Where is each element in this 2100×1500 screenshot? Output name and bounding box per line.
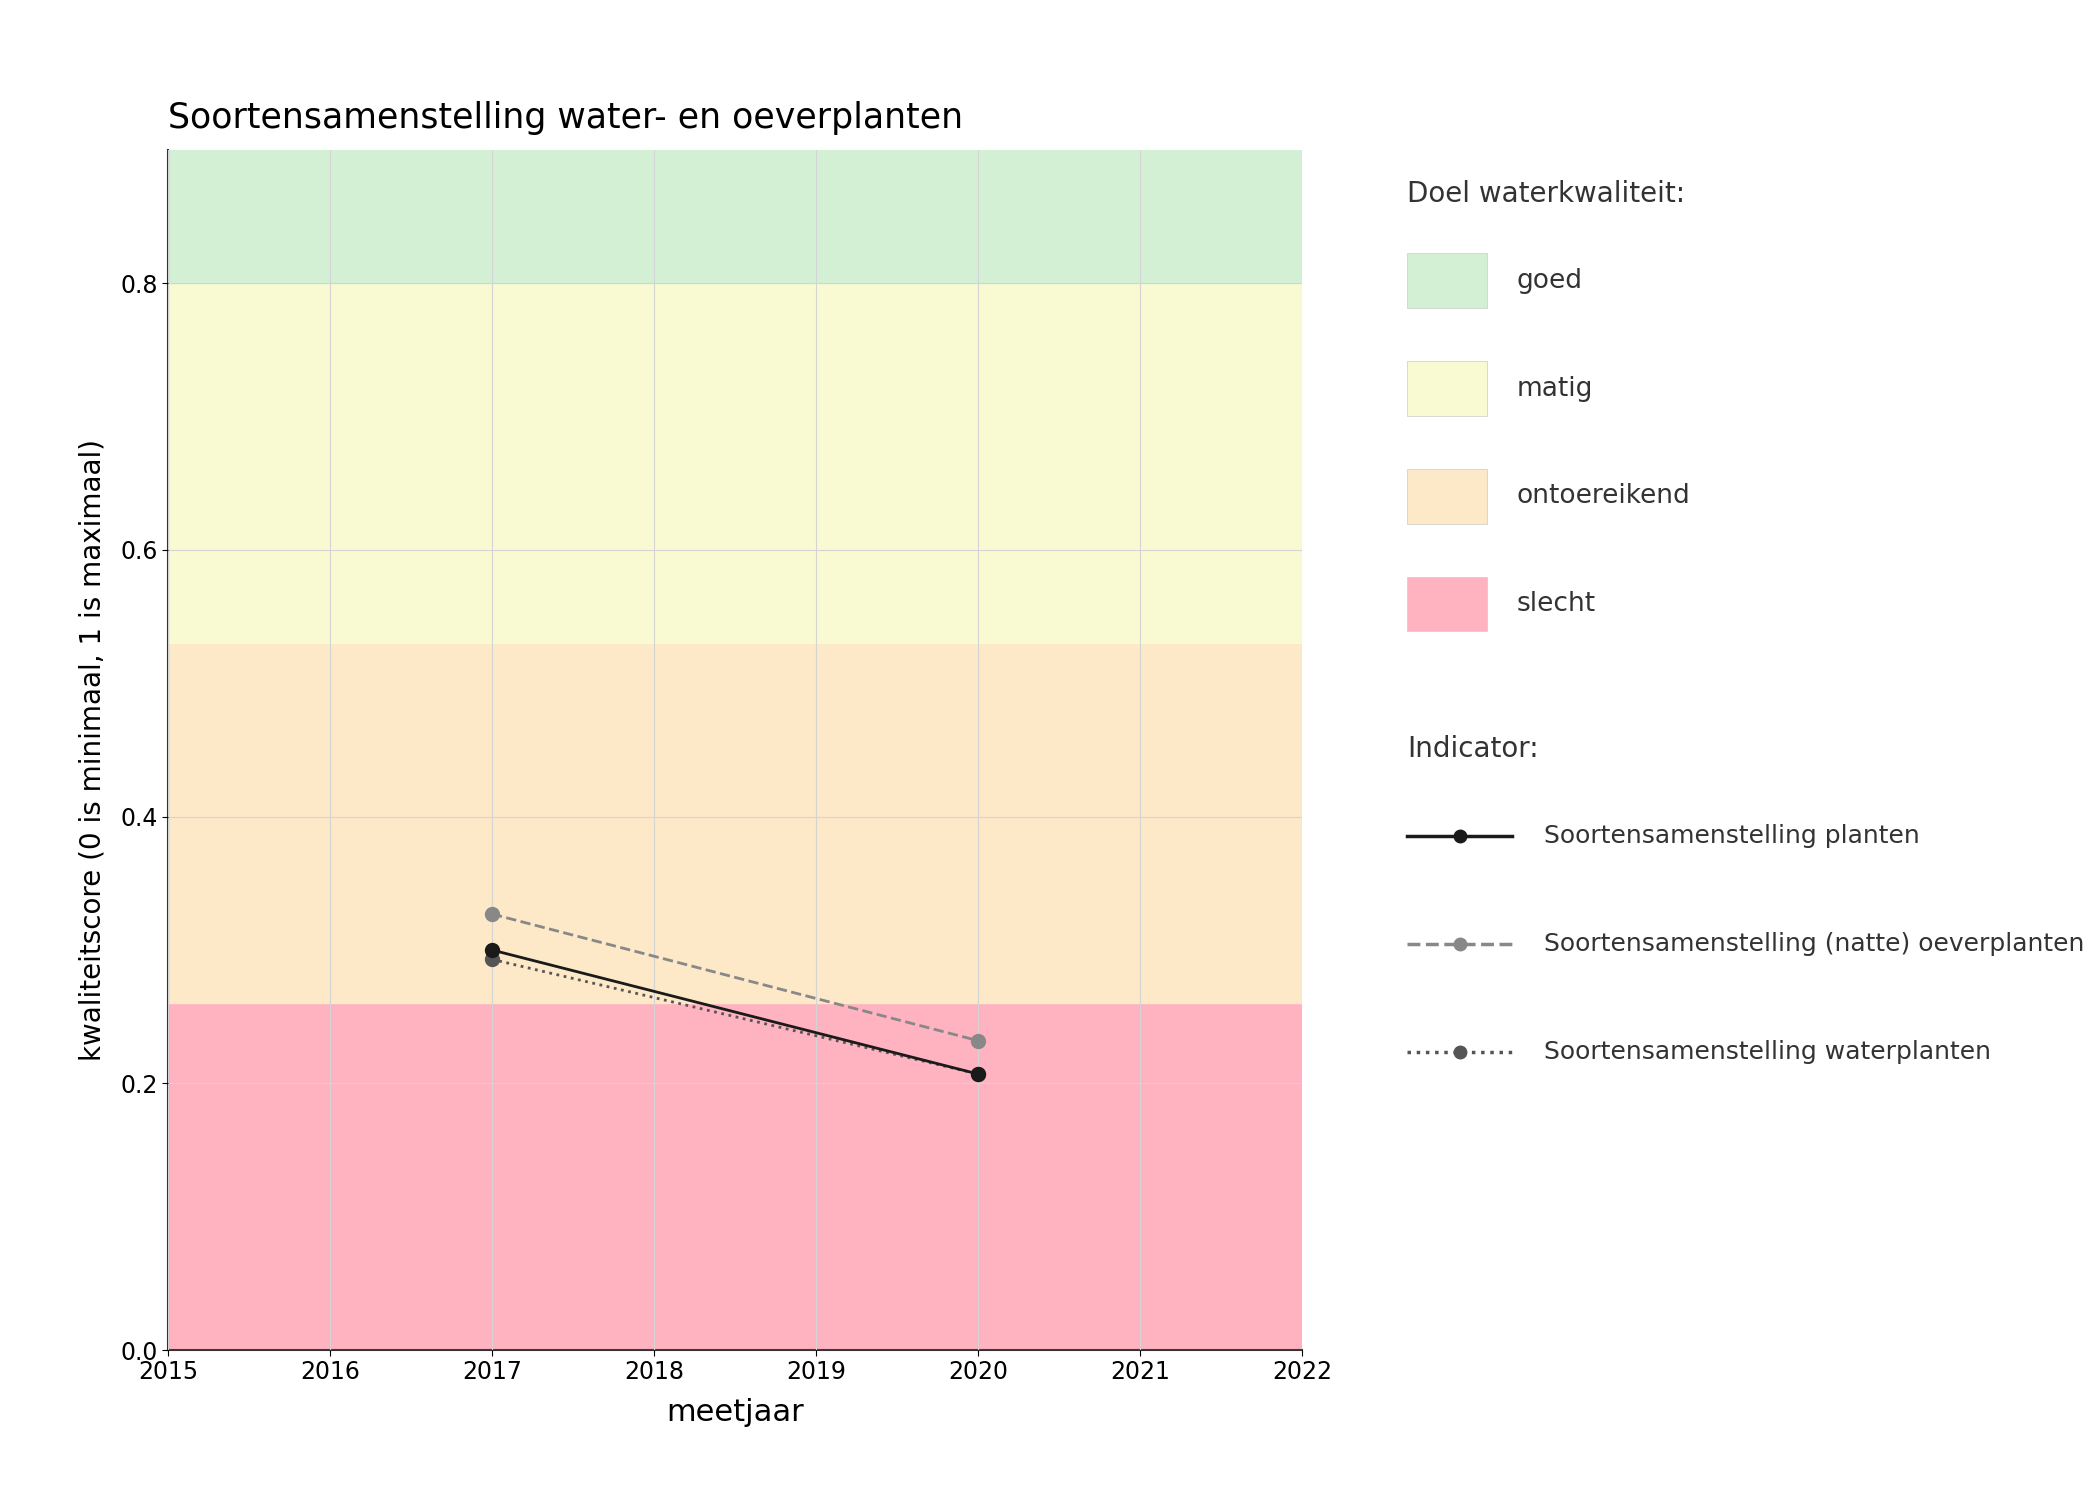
- Text: slecht: slecht: [1516, 591, 1596, 618]
- Text: matig: matig: [1516, 375, 1592, 402]
- Bar: [168, 644, 1302, 1004]
- X-axis label: meetjaar: meetjaar: [666, 1398, 804, 1428]
- Text: goed: goed: [1516, 267, 1581, 294]
- Text: ontoereikend: ontoereikend: [1516, 483, 1691, 510]
- Text: Soortensamenstelling (natte) oeverplanten: Soortensamenstelling (natte) oeverplante…: [1544, 932, 2083, 956]
- Y-axis label: kwaliteitscore (0 is minimaal, 1 is maximaal): kwaliteitscore (0 is minimaal, 1 is maxi…: [78, 440, 107, 1060]
- Bar: [168, 284, 1302, 644]
- Text: Soortensamenstelling water- en oeverplanten: Soortensamenstelling water- en oeverplan…: [168, 100, 964, 135]
- Text: Soortensamenstelling planten: Soortensamenstelling planten: [1544, 824, 1919, 848]
- Bar: [168, 1004, 1302, 1350]
- Bar: [168, 150, 1302, 284]
- Text: Soortensamenstelling waterplanten: Soortensamenstelling waterplanten: [1544, 1040, 1991, 1064]
- Text: Indicator:: Indicator:: [1407, 735, 1539, 764]
- Text: Doel waterkwaliteit:: Doel waterkwaliteit:: [1407, 180, 1684, 209]
